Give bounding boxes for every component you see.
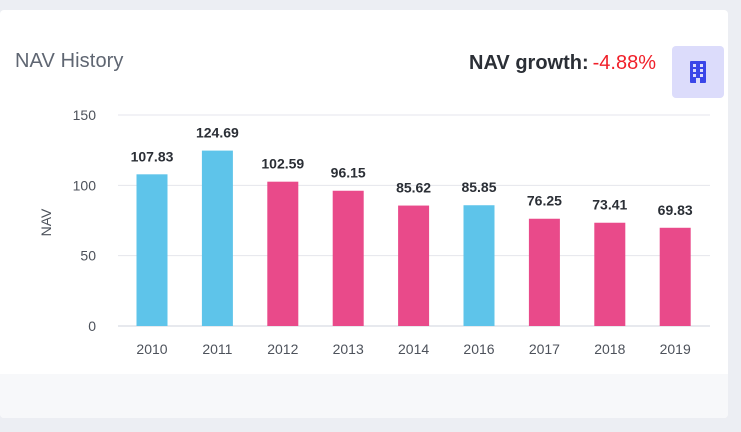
nav-growth-value: -4.88% xyxy=(592,52,656,74)
x-tick-label: 2019 xyxy=(660,341,691,357)
x-tick-label: 2011 xyxy=(202,341,232,357)
bar-2018 xyxy=(594,222,626,326)
x-tick-label: 2010 xyxy=(136,341,167,357)
data-label: 124.69 xyxy=(196,125,239,141)
data-label: 73.41 xyxy=(592,197,627,213)
bar-2012 xyxy=(267,181,299,326)
data-label: 85.85 xyxy=(461,179,496,195)
data-label: 76.25 xyxy=(527,193,562,209)
data-label: 102.59 xyxy=(261,156,304,172)
bar-2019 xyxy=(659,227,691,326)
bar-2017 xyxy=(528,218,560,326)
x-tick-label: 2013 xyxy=(333,341,364,357)
card-footer xyxy=(0,374,728,418)
bar-2014 xyxy=(398,205,430,326)
chart-title: NAV History xyxy=(15,50,124,72)
x-tick-label: 2014 xyxy=(398,341,429,357)
y-axis-title: NAV xyxy=(38,208,54,236)
bar-2016 xyxy=(463,205,495,326)
bar-2013 xyxy=(332,190,364,326)
nav-growth: NAV growth: -4.88% xyxy=(469,52,656,75)
bar-2010 xyxy=(136,174,168,326)
nav-history-card: NAV History NAV growth: -4.88% xyxy=(0,10,728,418)
building-button[interactable] xyxy=(672,46,724,98)
x-tick-label: 2018 xyxy=(594,341,625,357)
y-tick-label: 0 xyxy=(88,318,96,334)
building-icon xyxy=(690,61,706,83)
y-tick-label: 50 xyxy=(80,248,96,264)
x-tick-label: 2017 xyxy=(529,341,560,357)
y-tick-label: 150 xyxy=(73,107,97,123)
data-label: 107.83 xyxy=(131,148,174,164)
x-tick-label: 2016 xyxy=(463,341,494,357)
nav-growth-label: NAV growth: xyxy=(469,52,589,74)
data-label: 85.62 xyxy=(396,180,431,196)
data-label: 69.83 xyxy=(658,202,693,218)
data-label: 96.15 xyxy=(331,165,366,181)
x-tick-label: 2012 xyxy=(267,341,298,357)
bar-2011 xyxy=(201,150,233,326)
y-tick-label: 100 xyxy=(73,177,97,193)
